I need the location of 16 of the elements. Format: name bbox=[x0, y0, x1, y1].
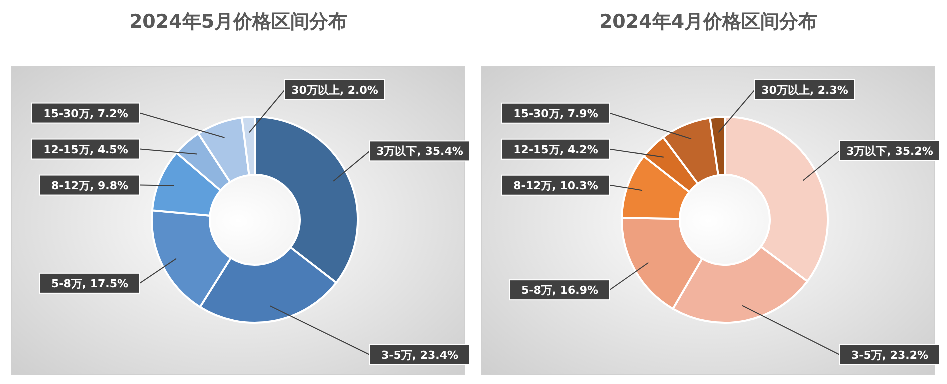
slice-label: 15-30万, 7.2% bbox=[44, 107, 128, 120]
slice-label: 30万以上, 2.0% bbox=[292, 84, 378, 97]
chart-title: 2024年5月价格区间分布 bbox=[129, 11, 348, 33]
slice-label: 5-8万, 17.5% bbox=[51, 277, 129, 290]
slice-label: 3万以下, 35.4% bbox=[376, 145, 464, 158]
slice-label: 12-15万, 4.2% bbox=[514, 143, 598, 156]
slice-label: 3-5万, 23.4% bbox=[381, 349, 459, 362]
slice-label: 8-12万, 9.8% bbox=[51, 179, 129, 192]
slice-label: 12-15万, 4.5% bbox=[44, 143, 128, 156]
slice-label: 3-5万, 23.2% bbox=[851, 349, 929, 362]
slice-label: 5-8万, 16.9% bbox=[521, 284, 599, 298]
slice-label: 3万以下, 35.2% bbox=[846, 144, 934, 158]
slice-label: 8-12万, 10.3% bbox=[514, 179, 598, 192]
slice-label: 15-30万, 7.9% bbox=[514, 107, 598, 120]
slice-label: 30万以上, 2.3% bbox=[762, 84, 848, 97]
chart-title: 2024年4月价格区间分布 bbox=[599, 11, 818, 33]
